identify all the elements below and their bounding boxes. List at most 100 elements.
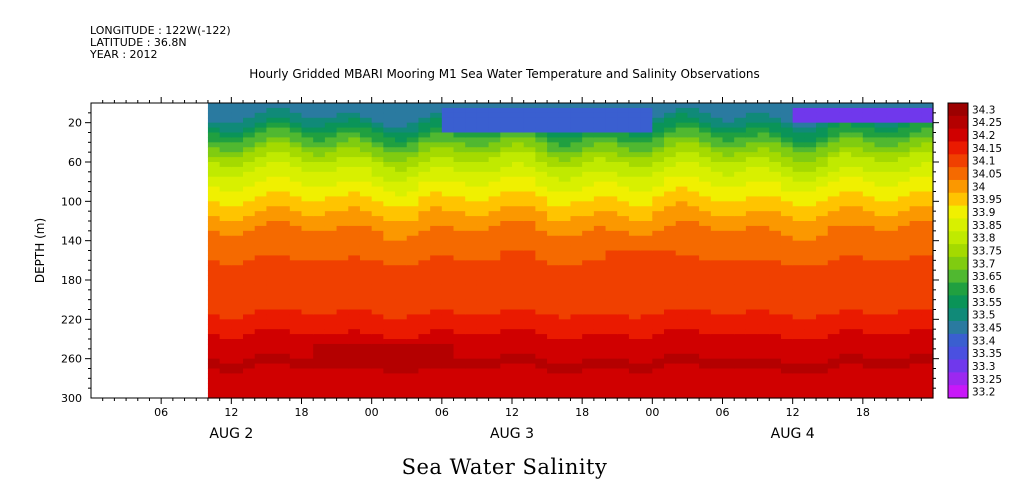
heatmap-cell — [628, 275, 642, 281]
heatmap-cell — [278, 260, 291, 266]
heatmap-cell — [675, 201, 689, 207]
heatmap-cell — [745, 211, 759, 217]
heatmap-cell — [652, 265, 665, 271]
heatmap-cell — [909, 176, 922, 183]
heatmap-cell — [336, 393, 349, 399]
heatmap-cell — [547, 216, 560, 222]
heatmap-cell — [851, 289, 864, 296]
heatmap-cell — [769, 324, 782, 330]
heatmap-cell — [547, 343, 560, 350]
heatmap-cell — [757, 117, 770, 124]
heatmap-cell — [278, 383, 291, 389]
heatmap-cell — [336, 348, 349, 355]
heatmap-cell — [897, 162, 911, 168]
heatmap-cell — [301, 107, 314, 114]
heatmap-cell — [640, 191, 653, 198]
heatmap-cell — [254, 368, 268, 375]
heatmap-cell — [231, 324, 244, 330]
heatmap-cell — [757, 294, 770, 301]
heatmap-cell — [722, 294, 735, 301]
heatmap-cell — [851, 103, 864, 109]
heatmap-cell — [395, 245, 408, 252]
heatmap-cell — [839, 122, 852, 129]
colorbar-swatch — [948, 192, 968, 207]
heatmap-cell — [406, 206, 420, 212]
heatmap-cell — [909, 196, 922, 202]
heatmap-cell — [348, 280, 361, 286]
heatmap-cell — [710, 319, 724, 325]
heatmap-cell — [301, 162, 314, 168]
heatmap-cell — [219, 378, 232, 384]
colorbar-label: 34.1 — [972, 156, 995, 168]
heatmap-cell — [383, 388, 396, 394]
heatmap-cell — [757, 137, 770, 143]
heatmap-cell — [675, 260, 689, 266]
heatmap-cell — [324, 324, 338, 330]
heatmap-cell — [605, 289, 618, 296]
heatmap-cell — [243, 132, 256, 139]
heatmap-cell — [395, 324, 408, 330]
heatmap-cell — [780, 388, 794, 394]
heatmap-cell — [278, 334, 291, 340]
y-tick-label: 60 — [68, 156, 82, 169]
heatmap-cell — [278, 221, 291, 227]
heatmap-cell — [745, 137, 759, 143]
heatmap-cell — [453, 166, 466, 173]
heatmap-cell — [570, 230, 583, 237]
heatmap-cell — [558, 152, 572, 158]
heatmap-cell — [780, 235, 794, 242]
heatmap-cell — [348, 240, 361, 247]
heatmap-cell — [558, 378, 572, 384]
heatmap-cell — [289, 339, 303, 345]
heatmap-cell — [547, 270, 560, 276]
heatmap-cell — [465, 142, 478, 148]
heatmap-cell — [699, 270, 712, 276]
heatmap-cell — [418, 319, 431, 325]
heatmap-cell — [675, 122, 689, 129]
heatmap-cell — [430, 329, 443, 335]
heatmap-cell — [336, 383, 349, 389]
heatmap-cell — [254, 112, 268, 119]
heatmap-cell — [687, 348, 700, 355]
heatmap-cell — [266, 162, 279, 168]
heatmap-cell — [652, 334, 665, 340]
heatmap-cell — [780, 117, 794, 124]
heatmap-cell — [441, 122, 455, 129]
heatmap-cell — [395, 152, 408, 158]
heatmap-cell — [792, 186, 805, 193]
heatmap-cell — [652, 348, 665, 355]
heatmap-cell — [816, 162, 829, 168]
heatmap-cell — [231, 319, 244, 325]
heatmap-cell — [547, 176, 560, 183]
heatmap-cell — [628, 245, 642, 252]
heatmap-cell — [570, 324, 583, 330]
heatmap-cell — [816, 235, 829, 242]
heatmap-cell — [570, 265, 583, 271]
heatmap-cell — [816, 284, 829, 291]
heatmap-cell — [687, 275, 700, 281]
heatmap-cell — [359, 191, 373, 198]
heatmap-cell — [278, 304, 291, 311]
heatmap-cell — [395, 329, 408, 335]
heatmap-cell — [792, 270, 805, 276]
heatmap-cell — [219, 211, 232, 217]
heatmap-cell — [664, 348, 677, 355]
heatmap-cell — [886, 176, 899, 183]
heatmap-cell — [289, 245, 303, 252]
heatmap-cell — [406, 191, 420, 198]
heatmap-cell — [664, 329, 677, 335]
heatmap-cell — [383, 393, 396, 399]
heatmap-cell — [769, 171, 782, 178]
heatmap-cell — [640, 240, 653, 247]
heatmap-cell — [231, 260, 244, 266]
heatmap-cell — [593, 363, 607, 370]
heatmap-cell — [336, 368, 349, 375]
heatmap-cell — [371, 363, 384, 370]
heatmap-cell — [886, 107, 899, 114]
heatmap-cell — [359, 284, 373, 291]
heatmap-cell — [640, 137, 653, 143]
heatmap-cell — [348, 171, 361, 178]
heatmap-cell — [430, 250, 443, 257]
heatmap-cell — [383, 378, 396, 384]
heatmap-cell — [406, 250, 420, 257]
